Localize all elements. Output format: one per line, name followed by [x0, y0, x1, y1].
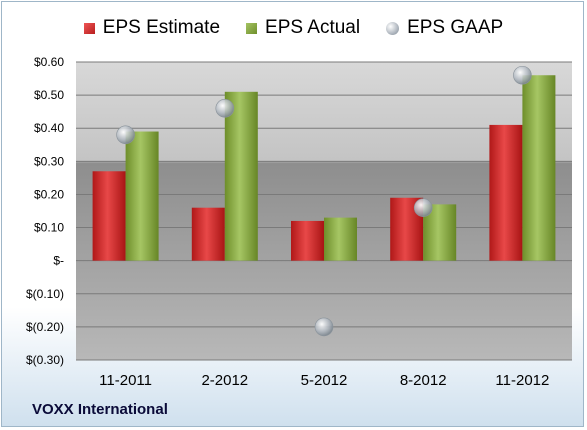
bar-eps-estimate	[191, 207, 225, 261]
legend-swatch-gaap	[386, 21, 400, 35]
bar-eps-estimate	[291, 220, 324, 261]
y-tick-label: $(0.20)	[26, 320, 64, 334]
x-tick-label: 5-2012	[301, 372, 348, 389]
legend-label-gaap: EPS GAAP	[407, 17, 504, 38]
x-tick-label: 8-2012	[400, 372, 447, 389]
point-eps-gaap	[314, 317, 334, 337]
y-tick-label: $0.60	[34, 55, 64, 69]
y-tick-label: $-	[53, 254, 64, 268]
bar-eps-estimate	[489, 124, 523, 261]
y-tick-label: $0.30	[34, 154, 64, 168]
x-tick-label: 11-2011	[99, 372, 152, 389]
bar-eps-actual	[324, 217, 357, 261]
y-tick-label: $0.40	[34, 121, 64, 135]
legend-swatch-actual	[246, 22, 258, 34]
bar-eps-actual	[125, 131, 159, 261]
y-axis-ticks: $0.60 $0.50 $0.40 $0.30 $0.20 $0.10 $- $(0.10) $…	[26, 55, 64, 367]
company-name: VOXX International	[32, 401, 168, 418]
legend-swatch-estimate	[83, 22, 95, 34]
y-tick-label: $(0.10)	[26, 287, 64, 301]
gaap-points	[116, 65, 532, 337]
bar-eps-actual	[522, 75, 556, 261]
chart-legend: EPS Estimate EPS Actual EPS GAAP	[0, 14, 587, 42]
legend-label-actual: EPS Actual	[265, 17, 361, 38]
point-eps-gaap	[116, 125, 135, 145]
legend-label-estimate: EPS Estimate	[102, 17, 221, 38]
x-tick-label: 2-2012	[201, 372, 248, 389]
x-axis-ticks: 11-2011 2-2012 5-2012 8-2012 11-2012	[99, 372, 549, 389]
point-eps-gaap	[413, 198, 433, 217]
plot-area	[76, 62, 572, 360]
y-tick-label: $0.50	[34, 88, 64, 102]
legend-item-estimate: EPS Estimate	[83, 17, 221, 39]
legend-item-actual: EPS Actual	[246, 17, 360, 39]
y-tick-label: $0.20	[34, 187, 64, 201]
point-eps-gaap	[215, 99, 235, 118]
y-tick-label: $0.10	[34, 221, 64, 235]
y-tick-label: $(0.30)	[26, 353, 64, 367]
bar-eps-estimate	[92, 171, 126, 261]
point-eps-gaap	[513, 65, 532, 85]
bar-eps-actual	[224, 91, 258, 261]
x-tick-label: 11-2012	[495, 372, 549, 389]
legend-item-gaap: EPS GAAP	[386, 17, 503, 39]
